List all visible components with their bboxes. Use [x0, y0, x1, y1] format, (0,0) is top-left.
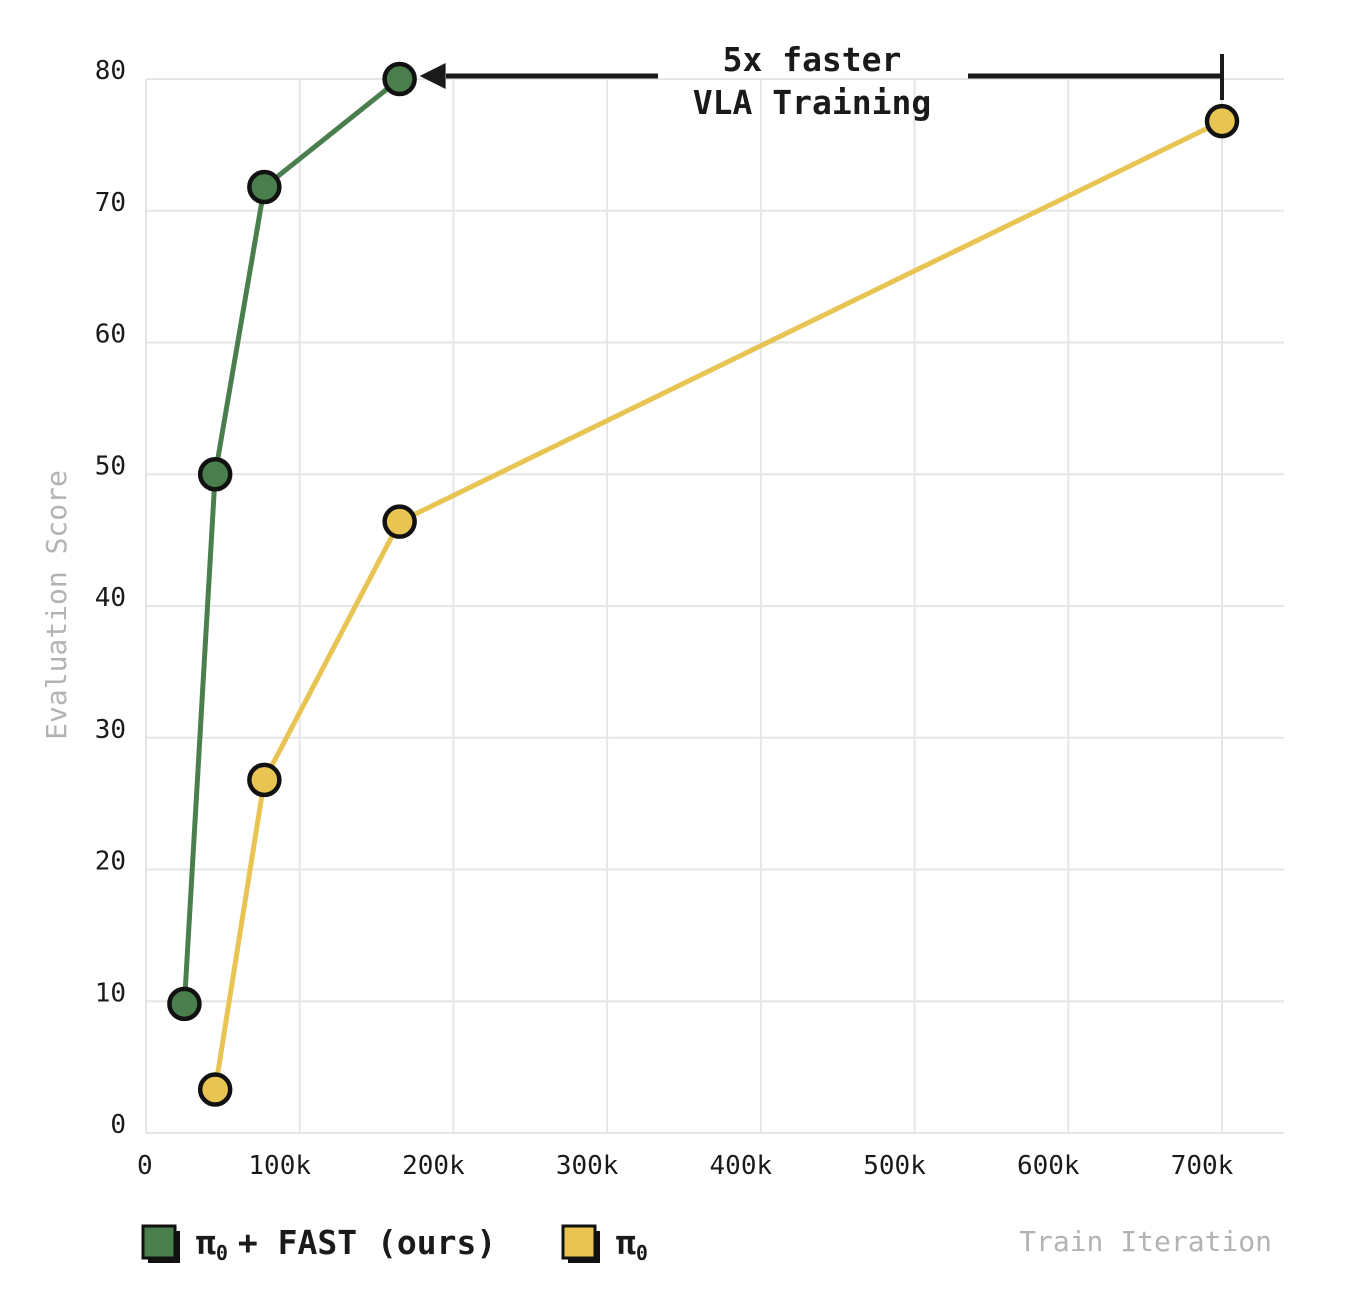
data-point [247, 762, 282, 798]
y-tick-label: 60 [95, 320, 126, 350]
data-point [247, 169, 282, 205]
x-tick-label: 400k [710, 1151, 773, 1181]
legend-swatch [561, 1224, 597, 1260]
x-tick-label: 700k [1171, 1151, 1234, 1181]
legend-item-1: π0 [561, 1223, 648, 1265]
y-tick-label: 0 [110, 1110, 126, 1140]
series-1 [197, 103, 1240, 1107]
annotation: 5x faster VLA Training [419, 40, 1224, 122]
data-point [197, 1072, 233, 1107]
y-tick-label: 40 [95, 583, 126, 613]
x-tick-label: 100k [248, 1151, 311, 1181]
y-tick-label: 50 [95, 451, 126, 481]
grid [145, 78, 1284, 1134]
data-point [1204, 103, 1240, 139]
y-tick-label: 70 [95, 188, 126, 218]
y-tick-label: 20 [95, 847, 126, 877]
y-tick-label: 10 [95, 978, 126, 1008]
series-layer [167, 61, 1240, 1107]
series-line-0 [181, 77, 402, 1005]
y-tick-label: 30 [95, 715, 126, 745]
data-point [167, 986, 202, 1022]
annotation-line-1: 5x faster [723, 40, 902, 79]
x-tick-label: 300k [556, 1151, 619, 1181]
data-point [197, 457, 233, 492]
annotation-arrow-head [419, 63, 446, 89]
y-tick-label: 80 [95, 56, 126, 86]
annotation-line-2: VLA Training [693, 83, 931, 122]
x-axis-title: Train Iteration [1019, 1225, 1272, 1258]
data-point [382, 61, 417, 97]
y-axis-title: Evaluation Score [40, 470, 73, 740]
legend: π0 + FAST (ours) π0 [141, 1223, 648, 1265]
x-tick-label: 500k [863, 1151, 926, 1181]
legend-swatch [141, 1224, 177, 1260]
series-0 [167, 61, 417, 1022]
series-line-1 [212, 118, 1224, 1090]
x-axis-ticks: 0 100k 200k 300k 400k 500k 600k 700k [137, 1151, 1234, 1181]
x-tick-label: 200k [402, 1151, 465, 1181]
data-point [382, 504, 417, 539]
legend-label: π0 [616, 1223, 648, 1265]
y-axis-ticks: 0 10 20 30 40 50 60 70 80 [95, 56, 126, 1140]
legend-item-0: π0 + FAST (ours) [141, 1223, 496, 1265]
x-tick-label: 600k [1017, 1151, 1080, 1181]
x-tick-label: 0 [137, 1151, 153, 1181]
legend-label: π0 + FAST (ours) [196, 1223, 496, 1265]
